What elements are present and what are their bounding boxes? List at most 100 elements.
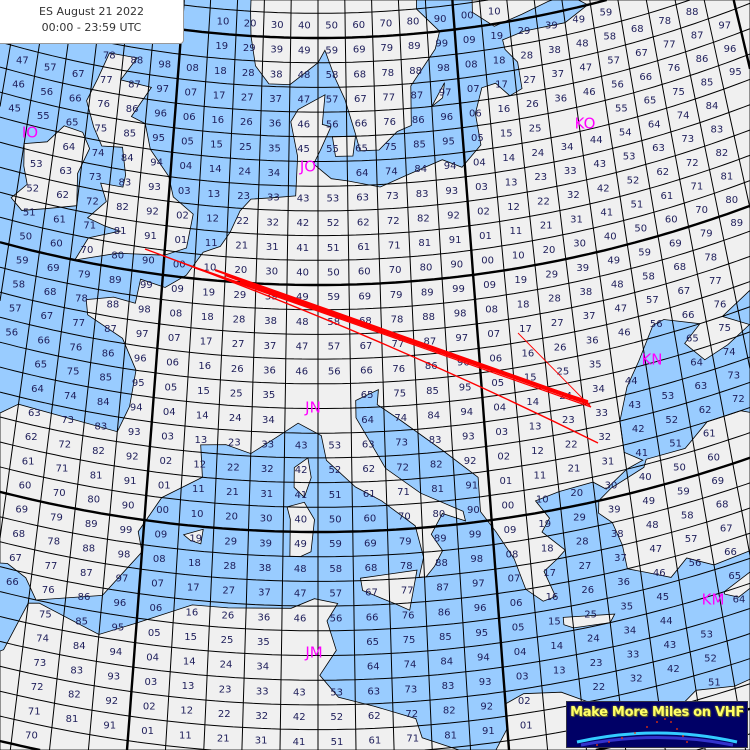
field-label-km: KM [702, 591, 725, 609]
square-number: 04 [146, 652, 159, 663]
square-number: 57 [44, 63, 57, 74]
square-number: 17 [519, 324, 532, 335]
square-number: 38 [259, 563, 272, 574]
land-great-britain [74, 52, 194, 261]
square-number: 00 [173, 260, 186, 271]
title-date: ES August 21 2022 [39, 5, 144, 18]
square-number: 32 [630, 674, 643, 685]
square-number: 45 [297, 144, 310, 155]
square-number: 21 [235, 241, 248, 252]
square-number: 04 [180, 161, 193, 172]
square-number: 16 [498, 104, 511, 115]
square-number: 93 [445, 186, 458, 197]
square-number: 32 [567, 190, 580, 201]
square-number: 80 [87, 495, 100, 506]
square-number: 85 [413, 140, 426, 151]
square-number: 35 [620, 601, 633, 612]
square-number: 67 [720, 523, 733, 534]
propagation-path [517, 332, 592, 408]
square-number: 69 [47, 263, 60, 274]
square-boundary-line [0, 582, 750, 656]
square-number: 72 [31, 682, 44, 693]
square-number: 40 [604, 231, 617, 242]
square-number: 36 [258, 612, 271, 623]
square-number: 08 [465, 60, 478, 71]
square-number: 96 [134, 353, 147, 364]
square-number: 22 [537, 196, 550, 207]
square-number: 78 [103, 50, 116, 61]
square-number: 25 [239, 142, 252, 153]
square-number: 14 [209, 164, 222, 175]
square-number: 48 [294, 564, 307, 575]
square-number: 65 [34, 360, 47, 371]
square-number: 13 [208, 189, 221, 200]
square-number: 23 [219, 684, 232, 695]
square-number: 57 [685, 534, 698, 545]
square-number: 63 [367, 686, 380, 697]
square-number: 14 [526, 397, 539, 408]
square-number: 79 [78, 269, 91, 280]
square-number: 31 [602, 456, 615, 467]
square-number: 49 [607, 256, 620, 267]
square-number: 17 [495, 80, 508, 91]
square-number: 66 [724, 547, 737, 558]
square-number: 49 [294, 539, 307, 550]
square-number: 27 [222, 586, 235, 597]
square-number: 30 [573, 239, 586, 250]
square-number: 39 [259, 538, 272, 549]
square-number: 68 [716, 500, 729, 511]
square-number: 26 [222, 610, 235, 621]
square-number: 05 [471, 133, 484, 144]
square-number: 22 [565, 440, 578, 451]
square-number: 62 [362, 464, 375, 475]
square-number: 88 [686, 7, 699, 18]
square-number: 12 [193, 460, 206, 471]
square-number: 86 [102, 348, 115, 359]
square-number: 63 [652, 143, 665, 154]
square-number: 71 [397, 487, 410, 498]
square-boundary-line [424, 0, 471, 750]
square-boundary-line [0, 104, 750, 187]
square-number: 43 [664, 640, 677, 651]
square-number: 56 [689, 558, 702, 569]
square-number: 82 [430, 460, 443, 471]
square-number: 77 [663, 40, 676, 51]
square-number: 88 [435, 558, 448, 569]
square-number: 23 [228, 438, 241, 449]
square-number: 65 [355, 143, 368, 154]
square-number: 57 [329, 589, 342, 600]
square-number: 65 [686, 334, 699, 345]
square-number: 13 [505, 177, 518, 188]
square-number: 33 [564, 166, 577, 177]
square-number: 48 [646, 520, 659, 531]
square-number: 33 [595, 408, 608, 419]
square-boundary-line [0, 230, 750, 311]
square-number: 45 [8, 104, 21, 115]
square-number: 70 [695, 205, 708, 216]
square-number: 53 [623, 152, 636, 163]
square-number: 76 [392, 364, 405, 375]
square-number: 22 [236, 216, 249, 227]
square-number: 97 [136, 329, 149, 340]
square-number: 76 [714, 300, 727, 311]
square-number: 88 [422, 312, 435, 323]
square-number: 25 [230, 388, 243, 399]
square-number: 69 [353, 45, 366, 56]
square-number: 59 [16, 256, 29, 267]
square-number: 75 [718, 323, 731, 334]
square-number: 43 [297, 194, 310, 205]
square-number: 38 [270, 69, 283, 80]
square-boundary-line [674, 0, 750, 369]
square-number: 00 [481, 256, 494, 267]
square-number: 48 [296, 317, 309, 328]
square-number: 56 [5, 328, 18, 339]
square-number: 19 [202, 287, 215, 298]
square-number: 60 [50, 239, 63, 250]
square-number: 09 [155, 530, 168, 541]
square-number: 18 [541, 543, 554, 554]
square-number: 14 [502, 153, 515, 164]
square-number: 13 [182, 681, 195, 692]
square-number: 42 [632, 424, 645, 435]
